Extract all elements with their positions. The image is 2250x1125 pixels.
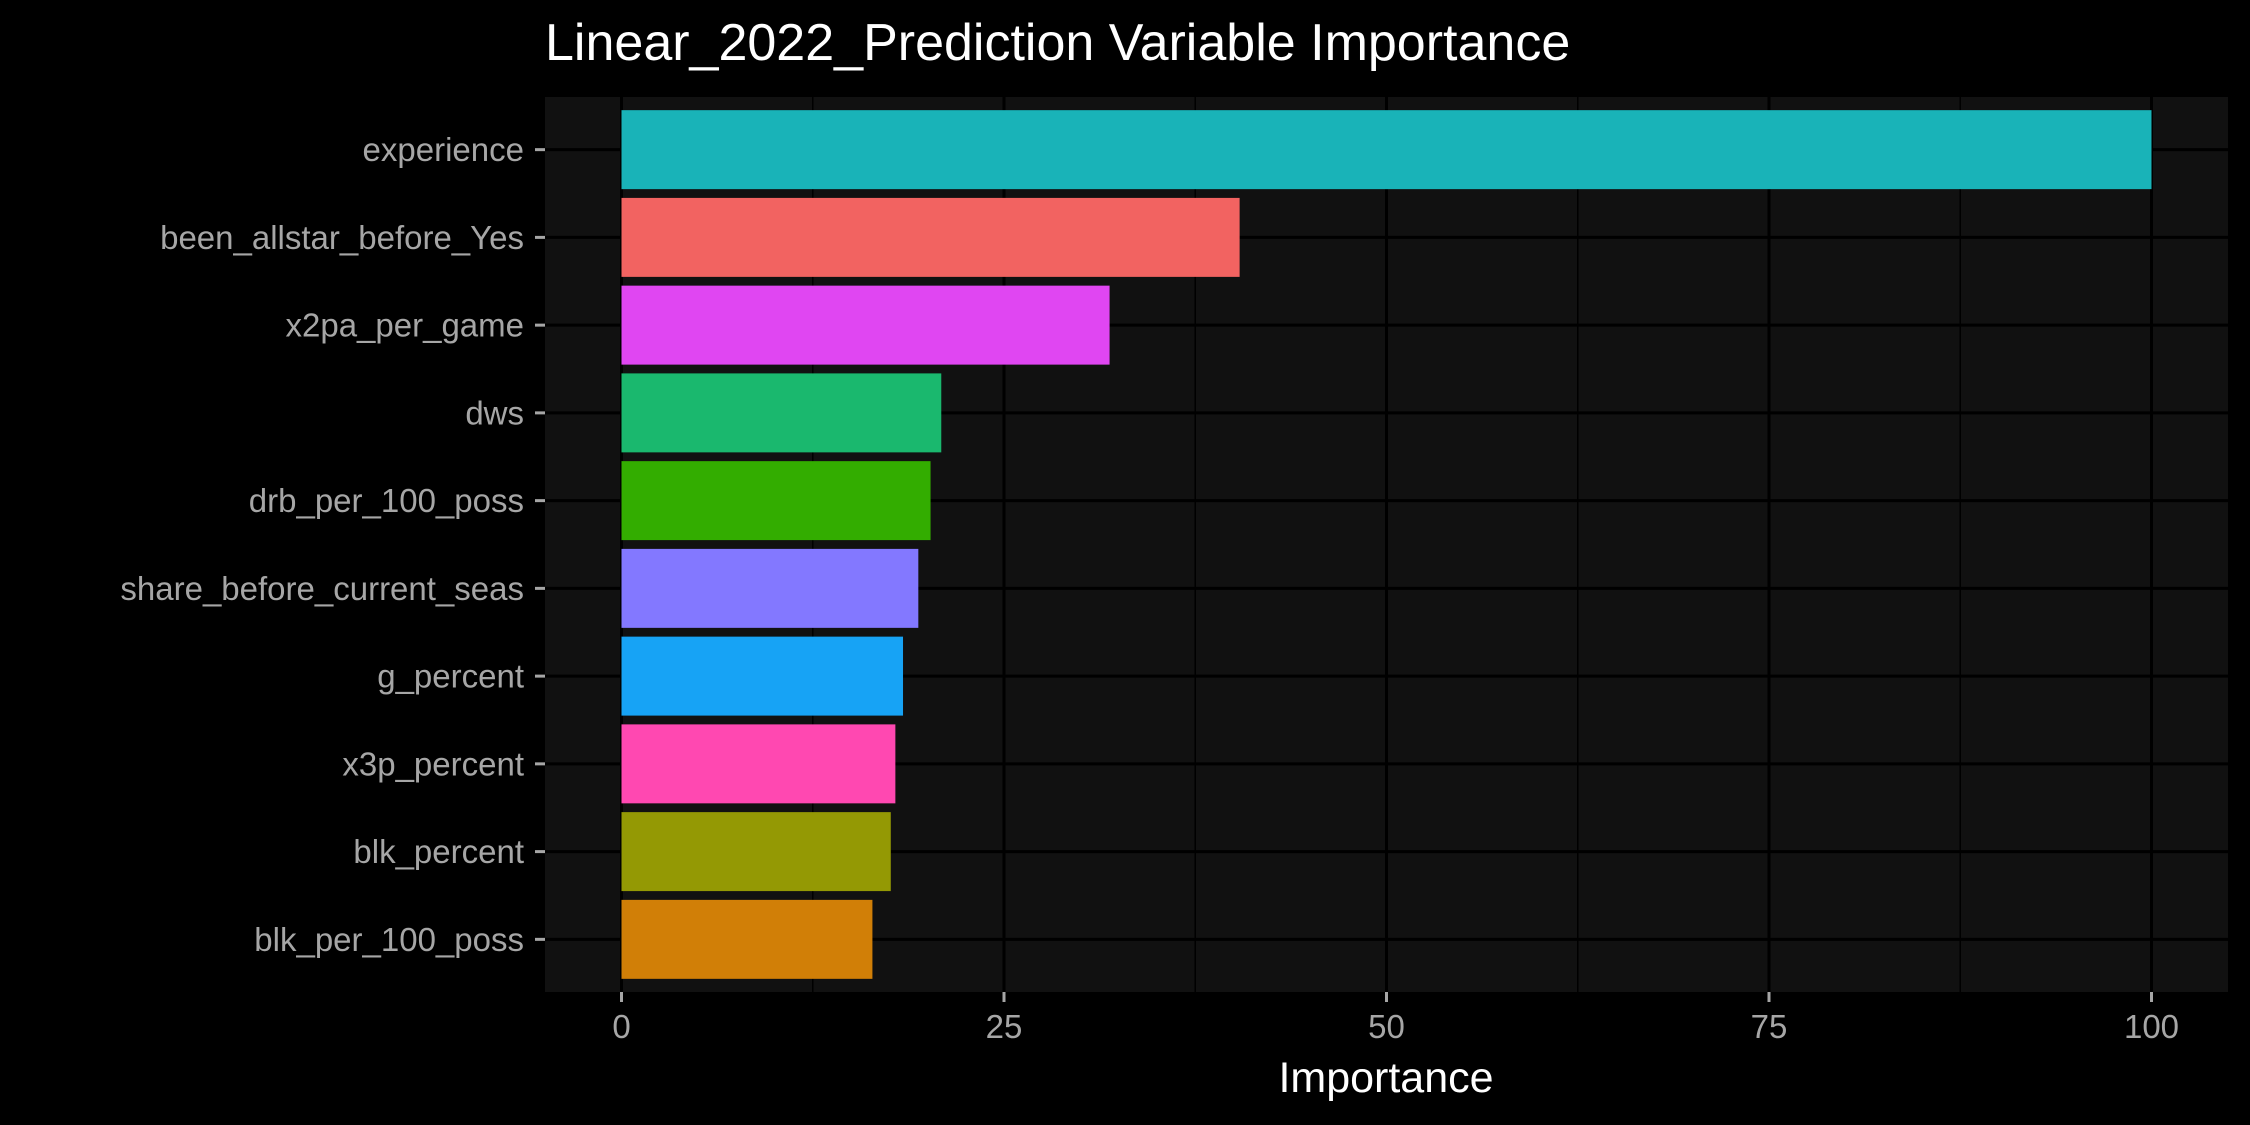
y-tick-label: drb_per_100_poss <box>249 482 524 519</box>
x-axis-title: Importance <box>1278 1054 1493 1102</box>
bar-experience <box>621 110 2152 190</box>
bar-blk-per-100-poss <box>621 899 873 979</box>
bar-been-allstar-before-Yes <box>621 197 1240 277</box>
y-tick-label: x3p_percent <box>342 745 524 782</box>
y-axis: experience been_allstar_before_Yes x2pa_pe… <box>120 131 545 958</box>
y-tick-label: share_before_current_seas <box>120 570 524 607</box>
y-tick-label: dws <box>465 394 524 431</box>
bar-blk-percent <box>621 812 891 892</box>
y-tick-label: blk_per_100_poss <box>254 921 524 958</box>
bar-drb-per-100-poss <box>621 461 931 541</box>
bar-layer <box>621 110 2152 979</box>
x-tick-label: 50 <box>1368 1008 1405 1045</box>
bar-g-percent <box>621 636 904 716</box>
bar-x3p-percent <box>621 724 896 804</box>
x-tick-label: 0 <box>612 1008 630 1045</box>
y-tick-label: g_percent <box>377 658 524 695</box>
x-tick-label: 75 <box>1751 1008 1788 1045</box>
y-tick-label: been_allstar_before_Yes <box>160 219 524 256</box>
bar-share-before-current-seas <box>621 548 919 628</box>
y-tick-label: experience <box>363 131 524 168</box>
x-tick-label: 25 <box>986 1008 1023 1045</box>
x-axis: 0 25 50 75 100 <box>612 992 2179 1045</box>
y-tick-label: blk_percent <box>353 833 524 870</box>
y-tick-label: x2pa_per_game <box>285 307 524 344</box>
x-tick-label: 100 <box>2124 1008 2179 1045</box>
bar-x2pa-per-game <box>621 285 1110 365</box>
chart-title: Linear_2022_Prediction Variable Importan… <box>545 14 1570 72</box>
bar-dws <box>621 373 942 453</box>
